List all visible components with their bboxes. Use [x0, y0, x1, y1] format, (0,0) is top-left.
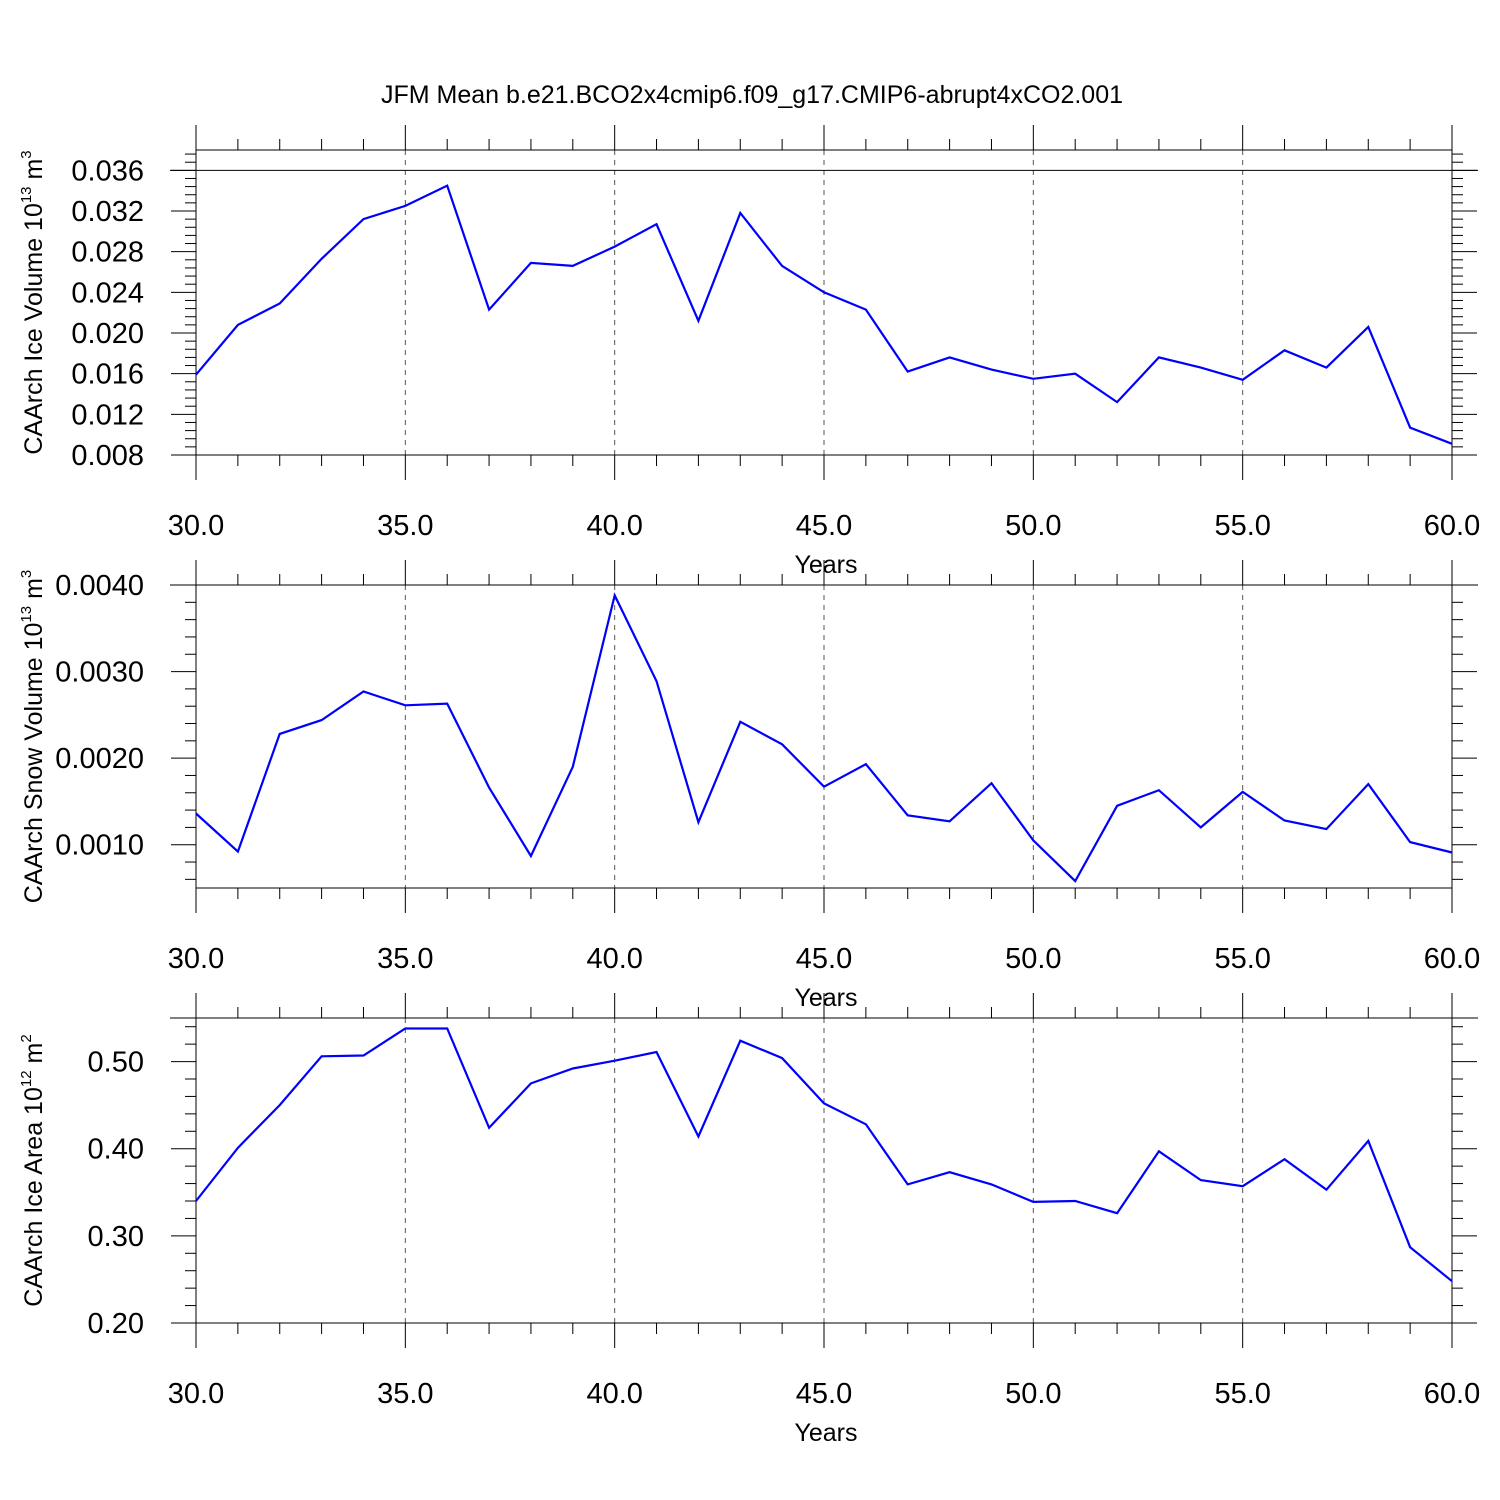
- x-tick-label: 35.0: [377, 510, 433, 542]
- y-tick-label: 0.032: [71, 196, 144, 228]
- y-tick-label: 0.036: [71, 155, 144, 187]
- x-tick-label: 50.0: [1005, 1378, 1061, 1410]
- series-line-snow_volume: [195, 592, 1453, 883]
- x-tick-label: 55.0: [1214, 510, 1270, 542]
- y-tick-label: 0.50: [88, 1047, 144, 1079]
- panels: 30.0 35.0 40.0 45.0 50.0 55.0 60.0 0.008 0.012 0.…: [18, 125, 1480, 1447]
- x-tick-label: 60.0: [1424, 1378, 1480, 1410]
- x-axis-label: Years: [794, 551, 857, 579]
- y-axis-label-unit: m: [20, 578, 48, 606]
- x-tick-label: 55.0: [1214, 1378, 1270, 1410]
- y-tick-label: 0.020: [71, 318, 144, 350]
- y-axis-label-unit: m: [20, 1043, 48, 1071]
- x-tick-label: 30.0: [168, 943, 224, 975]
- x-axis-label: Years: [794, 1419, 857, 1447]
- x-tick-label: 40.0: [586, 1378, 642, 1410]
- y-axis-label-exponent: 13: [18, 606, 35, 623]
- x-tick-label: 60.0: [1424, 510, 1480, 542]
- x-tick-label: 45.0: [796, 1378, 852, 1410]
- x-tick-label: 50.0: [1005, 943, 1061, 975]
- y-axis-label-unit-exponent: 2: [18, 1034, 35, 1042]
- y-tick-label: 0.0020: [55, 743, 144, 775]
- y-tick-label: 0.008: [71, 440, 144, 472]
- x-tick-label: 35.0: [377, 943, 433, 975]
- y-tick-label: 0.028: [71, 237, 144, 269]
- y-axis-label: CAArch Ice Area 1012 m2: [18, 1034, 48, 1306]
- chart-panel-ice_volume: 30.0 35.0 40.0 45.0 50.0 55.0 60.0 0.008 0.012 0.…: [18, 125, 1480, 579]
- y-tick-label: 0.024: [71, 277, 144, 309]
- y-tick-label: 0.0030: [55, 657, 144, 689]
- x-tick-label: 30.0: [168, 1378, 224, 1410]
- x-tick-label: 50.0: [1005, 510, 1061, 542]
- x-tick-label: 30.0: [168, 510, 224, 542]
- y-tick-label: 0.016: [71, 359, 144, 391]
- y-axis-label-unit-exponent: 3: [18, 570, 35, 578]
- y-axis-label-unit: m: [20, 159, 48, 187]
- x-tick-label: 35.0: [377, 1378, 433, 1410]
- x-tick-label: 40.0: [586, 510, 642, 542]
- figure-title: JFM Mean b.e21.BCO2x4cmip6.f09_g17.CMIP6…: [381, 81, 1123, 109]
- x-axis-label: Years: [794, 984, 857, 1012]
- x-tick-label: 55.0: [1214, 943, 1270, 975]
- y-tick-label: 0.012: [71, 399, 144, 431]
- y-axis-label-main: CAArch Snow Volume 10: [20, 623, 48, 904]
- series-line-ice_volume: [195, 184, 1453, 445]
- y-axis-label-exponent: 13: [18, 186, 35, 203]
- y-axis-label-main: CAArch Ice Area 10: [20, 1087, 48, 1307]
- y-tick-label: 0.0010: [55, 830, 144, 862]
- chart-panel-snow_volume: 30.0 35.0 40.0 45.0 50.0 55.0 60.0 0.0010 0.0020…: [18, 560, 1480, 1012]
- series-line-ice_area: [195, 1027, 1453, 1283]
- y-tick-label: 0.40: [88, 1134, 144, 1166]
- y-axis-label: CAArch Snow Volume 1013 m3: [18, 570, 48, 904]
- y-tick-label: 0.0040: [55, 570, 144, 602]
- y-tick-label: 0.30: [88, 1221, 144, 1253]
- y-axis-label-unit-exponent: 3: [18, 150, 35, 158]
- y-tick-label: 0.20: [88, 1308, 144, 1340]
- chart-panel-ice_area: 30.0 35.0 40.0 45.0 50.0 55.0 60.0 0.20 0.30 0.40…: [18, 993, 1480, 1447]
- y-axis-label-main: CAArch Ice Volume 10: [20, 203, 48, 455]
- x-tick-label: 45.0: [796, 510, 852, 542]
- x-tick-label: 60.0: [1424, 943, 1480, 975]
- x-tick-label: 40.0: [586, 943, 642, 975]
- y-axis-label: CAArch Ice Volume 1013 m3: [18, 150, 48, 454]
- y-axis-label-exponent: 12: [18, 1070, 35, 1087]
- x-tick-label: 45.0: [796, 943, 852, 975]
